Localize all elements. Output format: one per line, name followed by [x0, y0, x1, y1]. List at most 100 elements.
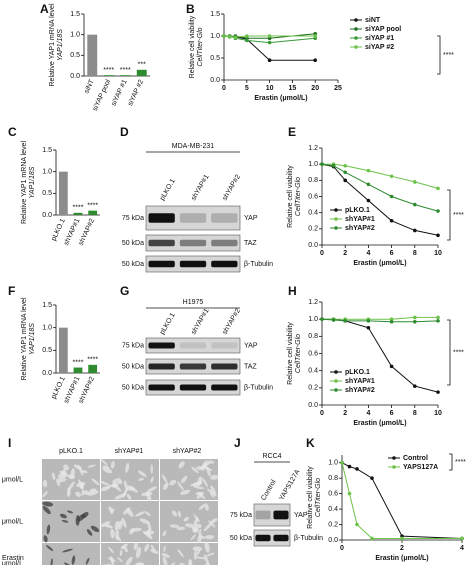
blot-band [149, 213, 175, 223]
y-tick-label: 1.0 [308, 161, 318, 168]
y-tick-label: 1.0 [42, 169, 52, 176]
y-tick-label: 0.2 [328, 521, 338, 528]
x-tick-label: 8 [413, 410, 417, 417]
legend-marker [334, 226, 338, 230]
x-tick-label: 10 [434, 250, 442, 257]
x-tick-label: 2 [400, 545, 404, 552]
y-axis-label: CellTiter-Glo [197, 27, 204, 66]
mw-marker: 50 kDa [122, 261, 144, 268]
blot-band [180, 385, 206, 391]
panel-label: E [288, 125, 296, 139]
y-tick-label: 0.4 [328, 506, 338, 513]
legend-label: siYAP #1 [365, 35, 394, 42]
column-label: shYAP#1 [115, 448, 144, 455]
y-tick-label: 1.5 [42, 147, 52, 154]
panel-label: G [120, 284, 129, 298]
mw-marker: 75 kDa [122, 215, 144, 222]
y-tick-label: 0.0 [308, 242, 318, 249]
series-line [322, 164, 438, 188]
y-tick-label: 0.0 [42, 212, 52, 219]
series-line [342, 463, 462, 539]
protein-label: TAZ [244, 240, 257, 247]
y-tick-label: 0.2 [308, 226, 318, 233]
y-tick-label: 0.0 [42, 370, 52, 377]
data-point [348, 465, 352, 469]
data-point [413, 229, 417, 233]
panel-label: J [234, 436, 241, 450]
blot-band [255, 511, 270, 520]
blot-band [149, 261, 175, 267]
y-tick-label: 0.8 [308, 177, 318, 184]
y-axis-label: YAP1/18S [29, 166, 36, 198]
data-point [228, 35, 232, 39]
legend-label: siYAP pool [365, 26, 401, 33]
panel-label: F [8, 284, 15, 298]
legend-label: shYAP#1 [345, 378, 375, 385]
legend-marker [392, 456, 396, 460]
y-tick-label: 0.2 [308, 385, 318, 392]
protein-label: β-Tubulin [294, 535, 323, 542]
y-axis-label: CellTiter-Glo [315, 478, 322, 517]
data-point [390, 365, 394, 369]
bar [59, 172, 68, 215]
y-tick-label: 0.5 [70, 52, 80, 59]
data-point [320, 162, 324, 166]
bar [74, 368, 83, 373]
y-tick-label: 0.4 [308, 368, 318, 375]
data-point [313, 58, 317, 62]
legend-marker [334, 379, 338, 383]
protein-label: YAP [244, 342, 258, 349]
lane-label: pLKO.1 [159, 312, 177, 336]
y-tick-label: 0.6 [328, 490, 338, 497]
x-tick-label: 0 [222, 85, 226, 92]
legend-label: siNT [365, 17, 381, 24]
x-tick-label: 15 [289, 85, 297, 92]
series-line [322, 317, 438, 319]
x-tick-label: 6 [390, 250, 394, 257]
protein-label: TAZ [244, 363, 257, 370]
y-tick-label: 1.0 [42, 325, 52, 332]
column-label: shYAP#2 [173, 448, 202, 455]
y-axis-label: YAP1/18S [29, 323, 36, 355]
y-axis-label: Relative YAP1 mRNA level [21, 297, 28, 380]
blot-band [180, 343, 206, 349]
data-point [355, 467, 359, 471]
bar [137, 70, 147, 76]
data-point [390, 219, 394, 223]
data-point [413, 384, 417, 388]
y-axis-label: Relative YAP1 mRNA level [21, 141, 28, 224]
cell-line: H1975 [183, 299, 204, 306]
x-tick-label: 2 [343, 250, 347, 257]
micrograph [42, 543, 100, 565]
y-tick-label: 0.5 [42, 190, 52, 197]
legend-marker [354, 18, 358, 22]
data-point [370, 537, 374, 541]
y-tick-label: 0.0 [70, 73, 80, 80]
blot-band [149, 343, 175, 349]
data-point [320, 317, 324, 321]
x-tick-label: 10 [266, 85, 274, 92]
blot-band [149, 240, 175, 246]
lane-label: shYAP#2 [222, 174, 242, 202]
data-point [234, 36, 238, 40]
legend-marker [354, 27, 358, 31]
significance: **** [73, 205, 84, 212]
y-axis-label: Relative YAP1 mRNA level [49, 3, 56, 86]
data-point [348, 492, 352, 496]
lane-label: Control [260, 478, 278, 501]
data-point [313, 34, 317, 38]
significance: **** [443, 52, 454, 59]
significance-bracket [437, 36, 440, 74]
data-point [367, 169, 371, 173]
legend-marker [392, 465, 396, 469]
blot-band [149, 364, 175, 370]
x-tick-label: 4 [366, 410, 370, 417]
blot-band [180, 213, 206, 223]
y-tick-label: 0.6 [308, 350, 318, 357]
significance: **** [73, 359, 84, 366]
panel-label: I [8, 436, 11, 450]
blot-band [180, 240, 206, 246]
data-point [343, 164, 347, 168]
data-point [268, 58, 272, 62]
x-tick-label: 0 [320, 250, 324, 257]
